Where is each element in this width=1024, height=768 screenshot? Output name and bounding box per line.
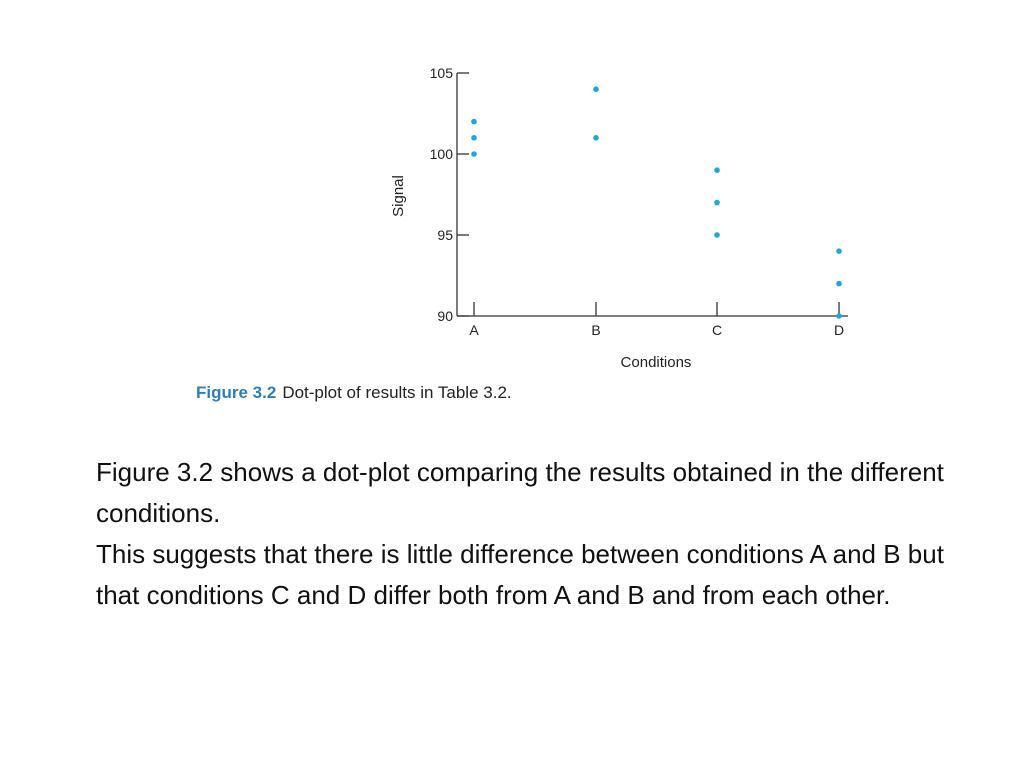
data-point: [471, 135, 477, 141]
paragraph-2: This suggests that there is little diffe…: [96, 539, 944, 610]
x-tick-label: B: [591, 322, 600, 338]
dot-plot-chart: 90 95 100 105 A B C D Signal Conditions: [390, 65, 848, 371]
figure-number: Figure 3.2: [196, 383, 277, 402]
data-point: [593, 135, 599, 141]
y-tick-label: 105: [430, 65, 454, 81]
y-tick-label: 90: [437, 308, 453, 324]
data-point: [836, 313, 842, 319]
figure-caption: Figure 3.2 Dot-plot of results in Table 3…: [196, 383, 512, 403]
data-point: [471, 151, 477, 157]
figure-caption-text: Dot-plot of results in Table 3.2.: [282, 383, 512, 402]
data-point: [471, 118, 477, 125]
y-tick-label: 100: [430, 146, 454, 162]
y-axis-title: Signal: [390, 175, 407, 217]
body-text: Figure 3.2 shows a dot-plot comparing th…: [96, 452, 976, 616]
data-points: [471, 86, 842, 319]
x-tick-label: A: [469, 322, 479, 338]
x-axis-ticks: A B C D: [469, 302, 844, 338]
data-point: [714, 199, 720, 206]
y-tick-label: 95: [437, 227, 453, 243]
data-point: [836, 280, 842, 287]
data-point: [593, 86, 599, 92]
data-point: [836, 248, 842, 254]
x-tick-label: C: [712, 322, 722, 338]
x-tick-label: D: [834, 322, 844, 338]
data-point: [714, 167, 720, 173]
y-axis-ticks: 90 95 100 105: [430, 65, 469, 324]
x-axis-title: Conditions: [621, 354, 692, 371]
paragraph-1: Figure 3.2 shows a dot-plot comparing th…: [96, 457, 944, 528]
data-point: [714, 232, 720, 238]
